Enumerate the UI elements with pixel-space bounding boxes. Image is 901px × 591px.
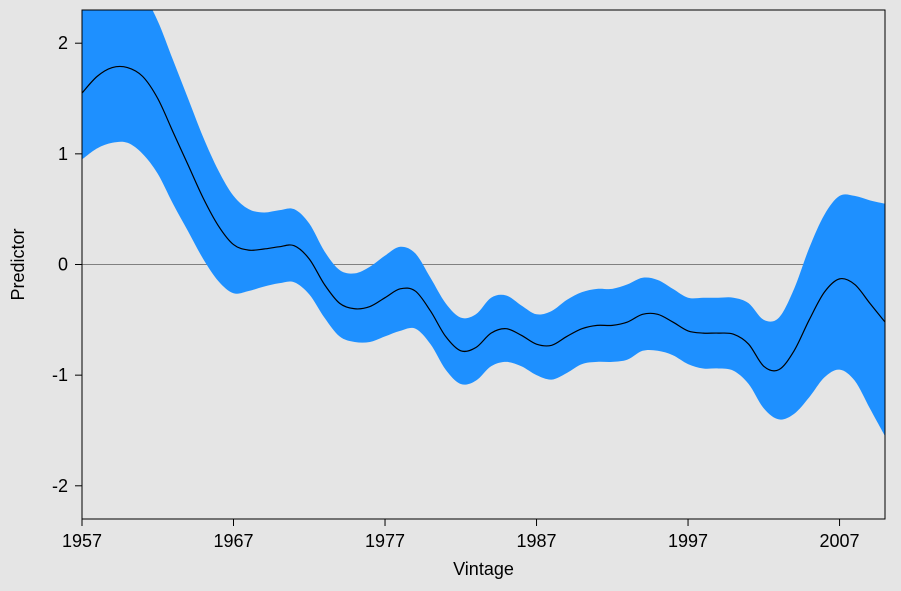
- x-tick-label: 1977: [365, 531, 405, 551]
- x-tick-label: 1967: [213, 531, 253, 551]
- chart-container: 1957 1967 1977 1987 1997 2007 -2 -1 0 1 2 Vintage Pr…: [0, 0, 901, 591]
- y-axis-label: Predictor: [8, 228, 28, 300]
- predictor-vintage-chart: 1957 1967 1977 1987 1997 2007 -2 -1 0 1 2 Vintage Pr…: [0, 0, 901, 591]
- y-tick-label: 1: [58, 144, 68, 164]
- x-tick-label: 2007: [820, 531, 860, 551]
- y-tick-label: -2: [52, 476, 68, 496]
- x-tick-label: 1997: [668, 531, 708, 551]
- y-tick-label: 2: [58, 33, 68, 53]
- x-axis-label: Vintage: [453, 559, 514, 579]
- y-tick-label: 0: [58, 255, 68, 275]
- x-tick-label: 1987: [517, 531, 557, 551]
- x-tick-label: 1957: [62, 531, 102, 551]
- y-tick-label: -1: [52, 365, 68, 385]
